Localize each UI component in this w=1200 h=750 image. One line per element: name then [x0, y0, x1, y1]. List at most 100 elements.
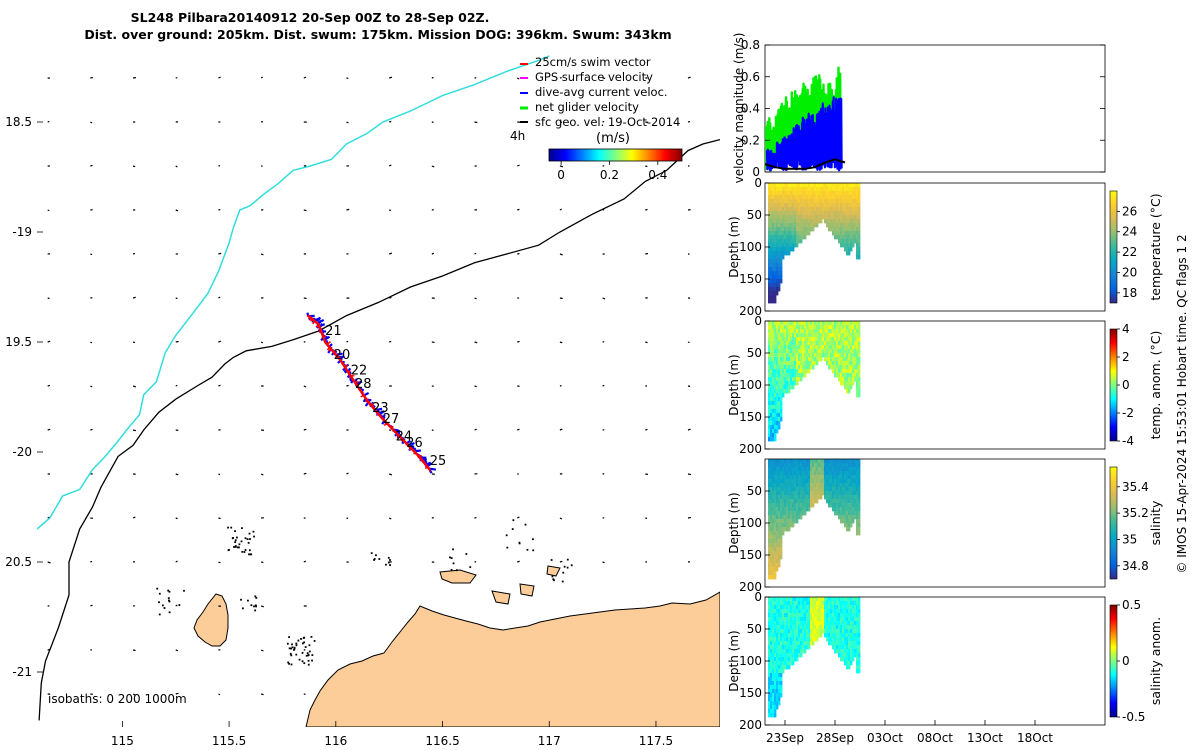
- profile-cell: [776, 287, 779, 292]
- profile-cell: [796, 495, 799, 500]
- profile-cell: [772, 559, 775, 564]
- profile-cell: [854, 227, 857, 232]
- geo-arrow: [389, 340, 392, 343]
- profile-cell: [782, 377, 785, 382]
- profile-cell: [838, 483, 841, 488]
- profile-cell: [832, 321, 835, 326]
- profile-cell: [830, 187, 833, 192]
- profile-cell: [816, 203, 819, 208]
- profile-cell: [854, 487, 857, 492]
- profile-cell: [854, 645, 857, 650]
- profile-cell: [832, 203, 835, 208]
- profile-cell: [804, 357, 807, 362]
- profile-cell: [786, 337, 789, 342]
- profile-cell: [790, 463, 793, 468]
- profile-cell: [852, 471, 855, 476]
- geo-arrow: [517, 560, 520, 563]
- profile-cell: [772, 187, 775, 192]
- profile-cell: [794, 235, 797, 240]
- profile-cell: [810, 613, 813, 618]
- profile-cell: [792, 369, 795, 374]
- profile-cell: [782, 523, 785, 528]
- profile-cell: [804, 183, 807, 188]
- profile-cell: [792, 211, 795, 216]
- colorbar-tick-label: 2: [1122, 350, 1130, 364]
- profile-cell: [784, 219, 787, 224]
- profile-cell: [786, 511, 789, 516]
- profile-cell: [840, 609, 843, 614]
- profile-cell: [778, 693, 781, 698]
- swim-vector: [420, 459, 423, 462]
- profile-cell: [810, 321, 813, 326]
- profile-cell: [794, 341, 797, 346]
- profile-cell: [780, 199, 783, 204]
- profile-cell: [792, 463, 795, 468]
- profile-cell: [778, 345, 781, 350]
- profile-cell: [852, 357, 855, 362]
- profile-cell: [844, 325, 847, 330]
- profile-cell: [842, 219, 845, 224]
- profile-cell: [858, 665, 861, 670]
- profile-cell: [768, 601, 771, 606]
- profile-cell: [772, 437, 775, 442]
- profile-cell: [778, 535, 781, 540]
- profile-cell: [782, 463, 785, 468]
- profile-cell: [846, 187, 849, 192]
- profile-cell: [848, 471, 851, 476]
- profile-ytick-label: 0: [754, 176, 762, 190]
- profile-cell: [770, 649, 773, 654]
- profile-cell: [850, 511, 853, 516]
- profile-cell: [858, 199, 861, 204]
- profile-cell: [776, 507, 779, 512]
- profile-cell: [856, 255, 859, 260]
- profile-cell: [806, 471, 809, 476]
- profile-cell: [812, 337, 815, 342]
- profile-cell: [842, 231, 845, 236]
- profile-cell: [844, 463, 847, 468]
- profile-cell: [778, 279, 781, 284]
- profile-cell: [782, 341, 785, 346]
- profile-cell: [790, 617, 793, 622]
- profile-cell: [778, 195, 781, 200]
- profile-cell: [788, 195, 791, 200]
- profile-cell: [772, 567, 775, 572]
- geo-arrow: [388, 164, 392, 167]
- profile-cell: [786, 251, 789, 256]
- map-legend: 25cm/s swim vector GPS surface velocity …: [510, 55, 683, 182]
- profile-cell: [848, 203, 851, 208]
- profile-cell: [808, 365, 811, 370]
- profile-cell: [772, 413, 775, 418]
- profile-cell: [816, 633, 819, 638]
- profile-cell: [832, 597, 835, 602]
- profile-cell: [858, 191, 861, 196]
- profile-cell: [778, 491, 781, 496]
- profile-cell: [814, 361, 817, 366]
- profile-cell: [842, 467, 845, 472]
- profile-cell: [854, 613, 857, 618]
- profile-cell: [792, 239, 795, 244]
- profile-cell: [818, 491, 821, 496]
- profile-cell: [772, 223, 775, 228]
- profile-cell: [830, 211, 833, 216]
- profile-cell: [772, 251, 775, 256]
- profile-cell: [840, 637, 843, 642]
- profile-cell: [838, 203, 841, 208]
- profile-cell: [828, 605, 831, 610]
- profile-cell: [824, 471, 827, 476]
- profile-cell: [822, 487, 825, 492]
- profile-cell: [770, 507, 773, 512]
- profile-cell: [774, 255, 777, 260]
- profile-cell: [808, 609, 811, 614]
- profile-cell: [778, 393, 781, 398]
- profile-cell: [778, 361, 781, 366]
- profile-cell: [786, 357, 789, 362]
- profile-cell: [848, 617, 851, 622]
- profile-cell: [836, 467, 839, 472]
- profile-cell: [804, 191, 807, 196]
- profile-cell: [852, 365, 855, 370]
- profile-cell: [812, 621, 815, 626]
- profile-cell: [844, 337, 847, 342]
- profile-cell: [778, 629, 781, 634]
- profile-cell: [852, 625, 855, 630]
- profile-cell: [780, 397, 783, 402]
